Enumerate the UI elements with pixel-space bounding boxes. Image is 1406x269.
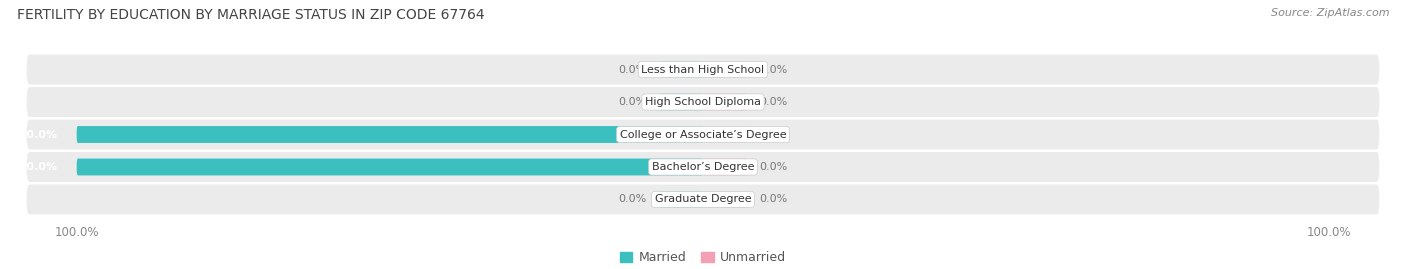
FancyBboxPatch shape <box>27 55 1379 84</box>
Text: Less than High School: Less than High School <box>641 65 765 75</box>
Text: 0.0%: 0.0% <box>759 129 787 140</box>
Text: 0.0%: 0.0% <box>759 97 787 107</box>
Text: 100.0%: 100.0% <box>11 129 58 140</box>
FancyBboxPatch shape <box>703 61 747 78</box>
Text: FERTILITY BY EDUCATION BY MARRIAGE STATUS IN ZIP CODE 67764: FERTILITY BY EDUCATION BY MARRIAGE STATU… <box>17 8 485 22</box>
FancyBboxPatch shape <box>659 94 703 111</box>
FancyBboxPatch shape <box>27 87 1379 117</box>
Text: 0.0%: 0.0% <box>759 65 787 75</box>
FancyBboxPatch shape <box>659 191 703 208</box>
FancyBboxPatch shape <box>703 94 747 111</box>
FancyBboxPatch shape <box>703 126 747 143</box>
FancyBboxPatch shape <box>27 152 1379 182</box>
FancyBboxPatch shape <box>77 126 703 143</box>
Text: Graduate Degree: Graduate Degree <box>655 194 751 204</box>
Text: 0.0%: 0.0% <box>619 65 647 75</box>
Text: 0.0%: 0.0% <box>619 97 647 107</box>
FancyBboxPatch shape <box>703 158 747 175</box>
FancyBboxPatch shape <box>27 185 1379 214</box>
Text: 0.0%: 0.0% <box>619 194 647 204</box>
FancyBboxPatch shape <box>27 119 1379 150</box>
Text: Source: ZipAtlas.com: Source: ZipAtlas.com <box>1271 8 1389 18</box>
Text: 100.0%: 100.0% <box>11 162 58 172</box>
FancyBboxPatch shape <box>659 61 703 78</box>
Text: 0.0%: 0.0% <box>759 194 787 204</box>
FancyBboxPatch shape <box>703 191 747 208</box>
Legend: Married, Unmarried: Married, Unmarried <box>614 246 792 269</box>
Text: Bachelor’s Degree: Bachelor’s Degree <box>652 162 754 172</box>
FancyBboxPatch shape <box>77 158 703 175</box>
Text: High School Diploma: High School Diploma <box>645 97 761 107</box>
Text: College or Associate’s Degree: College or Associate’s Degree <box>620 129 786 140</box>
Text: 0.0%: 0.0% <box>759 162 787 172</box>
